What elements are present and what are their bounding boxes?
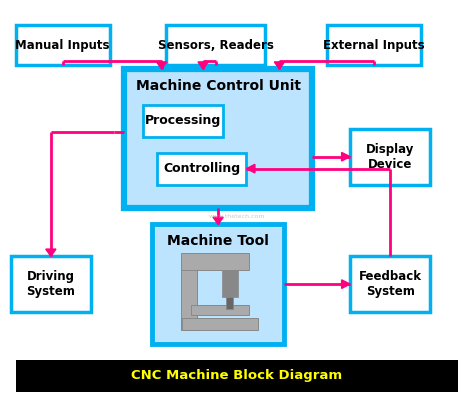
Polygon shape: [213, 217, 223, 225]
Polygon shape: [46, 249, 56, 256]
Text: Sensors, Readers: Sensors, Readers: [158, 38, 273, 52]
Text: External Inputs: External Inputs: [323, 38, 424, 52]
FancyBboxPatch shape: [124, 69, 312, 209]
FancyBboxPatch shape: [350, 256, 430, 312]
Polygon shape: [342, 152, 350, 161]
Text: Machine Control Unit: Machine Control Unit: [136, 79, 301, 93]
FancyBboxPatch shape: [191, 305, 248, 315]
Text: Feedback
System: Feedback System: [359, 270, 422, 298]
Text: CNC Machine Block Diagram: CNC Machine Block Diagram: [131, 369, 343, 382]
FancyBboxPatch shape: [143, 105, 223, 137]
FancyBboxPatch shape: [11, 256, 91, 312]
FancyBboxPatch shape: [16, 25, 110, 65]
Text: Driving
System: Driving System: [27, 270, 75, 298]
Text: www.thetech.com: www.thetech.com: [209, 214, 265, 219]
Text: Controlling: Controlling: [163, 162, 240, 175]
FancyBboxPatch shape: [157, 153, 246, 184]
FancyBboxPatch shape: [181, 267, 197, 330]
Polygon shape: [156, 62, 167, 69]
Polygon shape: [246, 164, 255, 173]
Text: Processing: Processing: [145, 114, 221, 128]
FancyBboxPatch shape: [327, 25, 421, 65]
Polygon shape: [198, 62, 208, 69]
Text: Display
Device: Display Device: [366, 143, 414, 171]
FancyBboxPatch shape: [16, 360, 458, 392]
FancyBboxPatch shape: [226, 297, 233, 309]
Polygon shape: [342, 280, 350, 288]
FancyBboxPatch shape: [350, 129, 430, 184]
Text: Machine Tool: Machine Tool: [167, 234, 269, 248]
FancyBboxPatch shape: [222, 270, 238, 297]
FancyBboxPatch shape: [166, 25, 265, 65]
Polygon shape: [274, 62, 284, 69]
Text: Manual Inputs: Manual Inputs: [15, 38, 110, 52]
FancyBboxPatch shape: [182, 318, 257, 330]
FancyBboxPatch shape: [152, 225, 284, 344]
FancyBboxPatch shape: [181, 253, 248, 270]
